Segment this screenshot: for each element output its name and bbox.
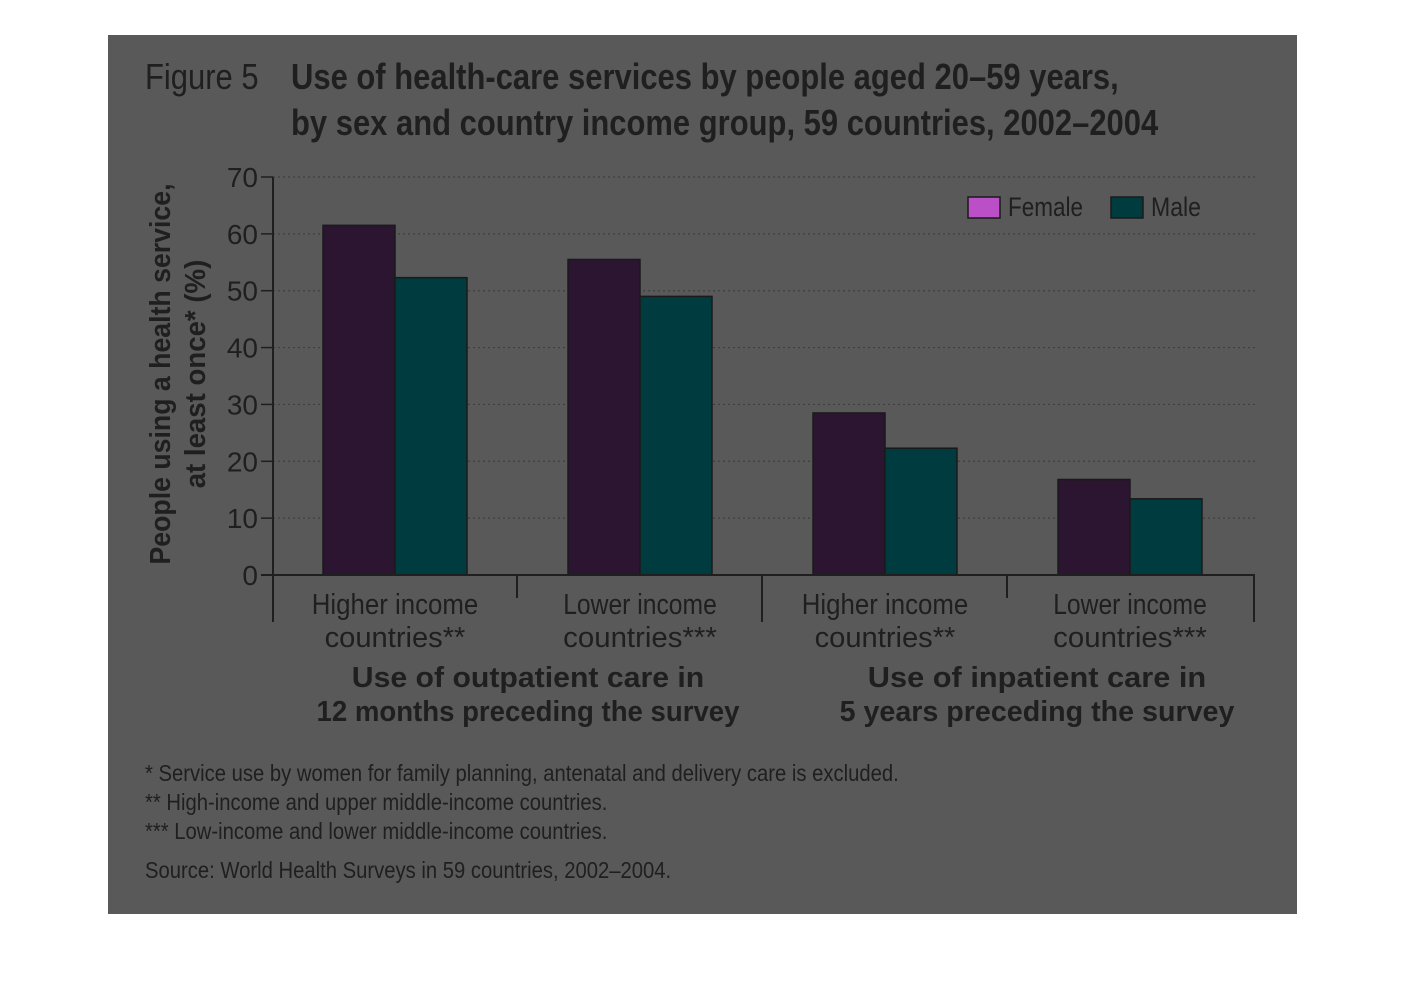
chart-title-line-2: by sex and country income group, 59 coun… [291, 102, 1159, 143]
legend-swatch-male [1110, 196, 1144, 219]
chart-title-line-1: Use of health-care services by people ag… [291, 56, 1119, 97]
category-label-0-line-1: countries** [325, 622, 466, 654]
y-tick-label-20: 20 [227, 446, 258, 477]
bar-female-1 [567, 258, 641, 576]
group-label-1-line-0: Use of inpatient care in [868, 662, 1206, 694]
y-tick-label-40: 40 [227, 333, 258, 364]
bar-female-0 [322, 224, 396, 576]
bar-female-2 [812, 412, 886, 576]
bar-male-0 [394, 276, 468, 576]
category-label-2-line-0: Higher income [802, 589, 968, 621]
y-tick-label-50: 50 [227, 276, 258, 307]
bar-female-3 [1057, 478, 1131, 576]
y-tick-label-60: 60 [227, 219, 258, 250]
y-tick-label-70: 70 [227, 162, 258, 193]
category-label-0-line-0: Higher income [312, 589, 478, 621]
y-axis-label-line-1: at least once* (%) [180, 260, 212, 489]
source-note: Source: World Health Surveys in 59 count… [145, 857, 672, 883]
footnote-3: *** Low-income and lower middle-income c… [145, 818, 608, 844]
legend-swatch-female [967, 196, 1001, 219]
bar-male-2 [884, 447, 958, 576]
y-tick-label-10: 10 [227, 503, 258, 534]
y-tick-label-0: 0 [242, 560, 258, 591]
category-label-1-line-0: Lower income [563, 589, 717, 621]
group-label-1-line-1: 5 years preceding the survey [840, 696, 1235, 728]
legend-label-male: Male [1151, 192, 1201, 222]
bar-male-3 [1129, 498, 1203, 576]
footnote-1: * Service use by women for family planni… [145, 760, 899, 786]
group-label-0-line-0: Use of outpatient care in [352, 662, 705, 694]
footnote-2: ** High-income and upper middle-income c… [145, 789, 608, 815]
category-label-3-line-1: countries*** [1053, 622, 1207, 654]
bar-male-1 [639, 295, 713, 576]
y-axis-label-line-0: People using a health service, [145, 184, 177, 565]
category-label-1-line-1: countries*** [563, 622, 717, 654]
category-label-2-line-1: countries** [815, 622, 956, 654]
group-label-0-line-1: 12 months preceding the survey [317, 696, 740, 728]
legend-label-female: Female [1008, 192, 1083, 222]
category-label-3-line-0: Lower income [1053, 589, 1207, 621]
y-tick-label-30: 30 [227, 389, 258, 420]
figure-label: Figure 5 [145, 56, 259, 97]
